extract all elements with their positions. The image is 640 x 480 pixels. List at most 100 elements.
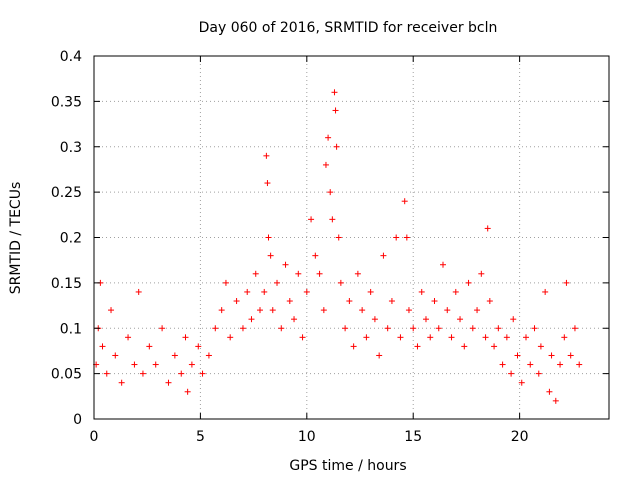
y-tick-label: 0 [73, 412, 82, 428]
data-point [125, 334, 132, 341]
data-point [527, 361, 534, 368]
data-point [363, 334, 370, 341]
data-point [139, 370, 146, 377]
data-point [431, 298, 438, 305]
data-point [563, 279, 570, 286]
data-point [233, 298, 240, 305]
data-point [427, 334, 434, 341]
data-point [514, 352, 521, 359]
data-point [286, 298, 293, 305]
data-point [342, 325, 349, 332]
data-point [518, 379, 525, 386]
data-point [452, 288, 459, 295]
data-point [188, 361, 195, 368]
data-point [418, 288, 425, 295]
axis-ticks: 0 5 10 15 20 0 0.05 0.1 0.15 0.2 0.25 0.3 0.35 0.4 [51, 49, 609, 445]
data-point [218, 307, 225, 314]
data-point [393, 234, 400, 241]
data-point [108, 307, 115, 314]
data-point [256, 307, 263, 314]
data-point [405, 307, 412, 314]
data-point [531, 325, 538, 332]
data-point [561, 334, 568, 341]
data-point [332, 107, 339, 114]
data-point [542, 288, 549, 295]
data-point [435, 325, 442, 332]
y-tick-label: 0.3 [60, 140, 82, 156]
data-point [239, 325, 246, 332]
data-point [135, 288, 142, 295]
data-point [195, 343, 202, 350]
data-point [291, 316, 298, 323]
data-point [440, 261, 447, 268]
data-point [499, 361, 506, 368]
data-point [508, 370, 515, 377]
x-axis-label: GPS time / hours [289, 458, 406, 474]
data-point [312, 252, 319, 259]
data-point [278, 325, 285, 332]
data-point [112, 352, 119, 359]
data-point [548, 352, 555, 359]
data-point [320, 307, 327, 314]
data-point [367, 288, 374, 295]
data-point [274, 279, 281, 286]
data-point [337, 279, 344, 286]
data-point [495, 325, 502, 332]
data-points [93, 89, 583, 404]
data-point [327, 189, 334, 196]
data-point [410, 325, 417, 332]
data-point [248, 316, 255, 323]
data-point [282, 261, 289, 268]
data-point [403, 234, 410, 241]
data-point [331, 89, 338, 96]
chart-title: Day 060 of 2016, SRMTID for receiver bcl… [199, 20, 498, 36]
data-point [205, 352, 212, 359]
data-point [159, 325, 166, 332]
data-point [422, 316, 429, 323]
data-point [535, 370, 542, 377]
x-tick-label: 10 [298, 429, 316, 445]
data-point [354, 270, 361, 277]
data-point [227, 334, 234, 341]
data-point [552, 397, 559, 404]
data-point [380, 252, 387, 259]
data-point [178, 370, 185, 377]
data-point [510, 316, 517, 323]
y-tick-label: 0.05 [51, 367, 82, 383]
data-point [557, 361, 564, 368]
data-point [486, 298, 493, 305]
data-point [444, 307, 451, 314]
data-point [359, 307, 366, 314]
data-point [303, 288, 310, 295]
data-point [171, 352, 178, 359]
data-point [376, 352, 383, 359]
data-point [199, 370, 206, 377]
data-point [269, 307, 276, 314]
data-point [261, 288, 268, 295]
data-point [308, 216, 315, 223]
data-point [546, 388, 553, 395]
data-point [384, 325, 391, 332]
x-tick-label: 15 [404, 429, 422, 445]
data-point [576, 361, 583, 368]
data-point [118, 379, 125, 386]
data-point [388, 298, 395, 305]
data-point [571, 325, 578, 332]
data-point [267, 252, 274, 259]
data-point [491, 343, 498, 350]
data-point [264, 180, 271, 187]
data-point [244, 288, 251, 295]
y-tick-label: 0.35 [51, 94, 82, 110]
data-point [474, 307, 481, 314]
data-point [371, 316, 378, 323]
data-point [184, 388, 191, 395]
data-point [299, 334, 306, 341]
data-point [165, 379, 172, 386]
data-point [131, 361, 138, 368]
data-point [478, 270, 485, 277]
data-point [295, 270, 302, 277]
y-tick-label: 0.4 [60, 49, 82, 65]
data-point [146, 343, 153, 350]
data-point [335, 234, 342, 241]
